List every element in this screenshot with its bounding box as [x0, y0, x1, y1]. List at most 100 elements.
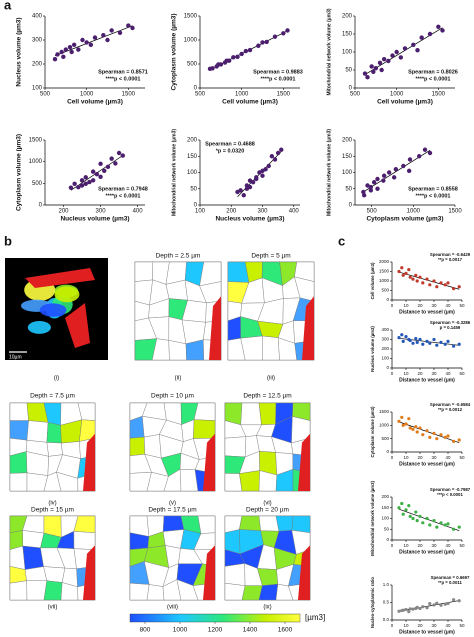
- data-point: [408, 607, 412, 611]
- data-point: [401, 423, 405, 427]
- x-axis-label: Distance to vessel (µm): [399, 377, 455, 383]
- data-point: [272, 157, 278, 162]
- data-point: [365, 183, 370, 188]
- x-tick-label: 500: [350, 92, 361, 98]
- depth-title: Depth = 12.5 µm: [243, 393, 291, 400]
- cell: [129, 582, 150, 601]
- data-point: [401, 339, 405, 343]
- data-point: [210, 66, 215, 71]
- data-point: [422, 147, 428, 152]
- data-point: [415, 279, 419, 283]
- data-point: [402, 46, 408, 51]
- data-point: [418, 426, 422, 430]
- data-point: [400, 415, 404, 419]
- y-tick-label: 300: [381, 337, 389, 342]
- data-point: [61, 54, 66, 59]
- data-point: [446, 522, 450, 526]
- cell: [262, 335, 280, 361]
- data-point: [272, 34, 278, 39]
- y-tick-label: 200: [381, 494, 389, 499]
- x-tick-label: 500: [195, 92, 206, 98]
- data-point: [432, 279, 436, 283]
- annotation: *p = 0.0320: [216, 148, 245, 154]
- data-point: [427, 150, 433, 156]
- data-point: [432, 603, 436, 607]
- x-axis-label: Cell volume (µm3): [377, 99, 433, 106]
- data-point: [418, 514, 422, 518]
- depth-title: Depth = 5 µm: [251, 253, 290, 260]
- vessel: [203, 545, 215, 600]
- y-tick-label: 0: [39, 203, 43, 209]
- data-point: [446, 281, 450, 285]
- data-point: [116, 150, 122, 156]
- x-axis-label: Nucleus volume (µm3): [60, 216, 129, 223]
- data-point: [452, 598, 456, 602]
- cell: [224, 582, 246, 601]
- cell: [162, 515, 185, 532]
- y-axis-label: Nucleus volume (µm3): [370, 326, 375, 372]
- cell: [43, 580, 63, 601]
- image-label: (vi): [263, 501, 271, 507]
- x-tick-label: 10: [403, 371, 409, 376]
- y-tick-label: 0: [194, 86, 198, 92]
- x-tick-label: 20: [417, 371, 423, 376]
- vessel: [298, 545, 310, 600]
- y-tick-label: 50: [345, 68, 352, 74]
- vessel: [298, 433, 310, 491]
- data-point: [109, 28, 114, 33]
- data-point: [439, 340, 443, 344]
- x-tick-label: 10: [403, 455, 409, 460]
- x-tick-label: 10: [403, 543, 409, 548]
- y-tick-label: 0: [386, 365, 389, 370]
- data-point: [425, 606, 429, 610]
- cell: [9, 472, 28, 492]
- cell: [258, 402, 277, 426]
- annotation: ****p < 0.0001: [415, 76, 450, 82]
- y-axis-label: Mitochondrial network volume (µm3): [326, 8, 332, 95]
- y-tick-label: 300: [32, 38, 43, 44]
- data-point: [404, 508, 408, 512]
- image-label: (v): [169, 501, 176, 507]
- cell: [168, 340, 187, 361]
- y-tick-label: 0: [349, 203, 353, 209]
- data-point: [432, 337, 436, 342]
- data-point: [443, 602, 447, 606]
- data-point: [371, 180, 377, 185]
- x-axis-label: Distance to vessel (µm): [399, 461, 455, 467]
- data-point: [373, 66, 379, 71]
- data-point: [432, 431, 436, 435]
- data-point: [247, 47, 253, 53]
- data-point: [79, 183, 85, 188]
- data-point: [238, 188, 243, 193]
- data-point: [281, 31, 286, 36]
- data-point: [425, 339, 429, 343]
- data-point: [411, 516, 415, 521]
- data-point: [241, 193, 246, 198]
- annotation: Spearman = 0.8558: [408, 186, 458, 192]
- image-label: (viii): [167, 605, 178, 611]
- y-tick-label: 0.0: [383, 617, 390, 622]
- image-label: (vii): [48, 605, 58, 611]
- cell: [46, 442, 63, 457]
- data-point: [264, 39, 269, 45]
- data-point: [90, 169, 96, 174]
- cell-render: [39, 303, 67, 317]
- data-point: [83, 181, 88, 186]
- data-point: [80, 37, 85, 43]
- data-point: [421, 281, 425, 285]
- x-axis-label: Nucleus volume (µm3): [215, 216, 284, 223]
- y-axis-label: Mitochondrial network volume (µm3): [171, 129, 177, 216]
- data-point: [239, 51, 244, 57]
- data-point: [386, 58, 391, 64]
- data-point: [375, 176, 380, 182]
- y-tick-label: 200: [342, 138, 353, 144]
- annotation: Spearman = -0.7987: [430, 487, 471, 492]
- cell: [46, 422, 62, 444]
- data-point: [452, 439, 456, 443]
- colorbar: [129, 613, 301, 623]
- y-tick-label: 100: [342, 50, 353, 56]
- data-point: [457, 599, 461, 603]
- data-point: [98, 161, 103, 167]
- data-point: [415, 430, 419, 434]
- cell: [73, 531, 96, 550]
